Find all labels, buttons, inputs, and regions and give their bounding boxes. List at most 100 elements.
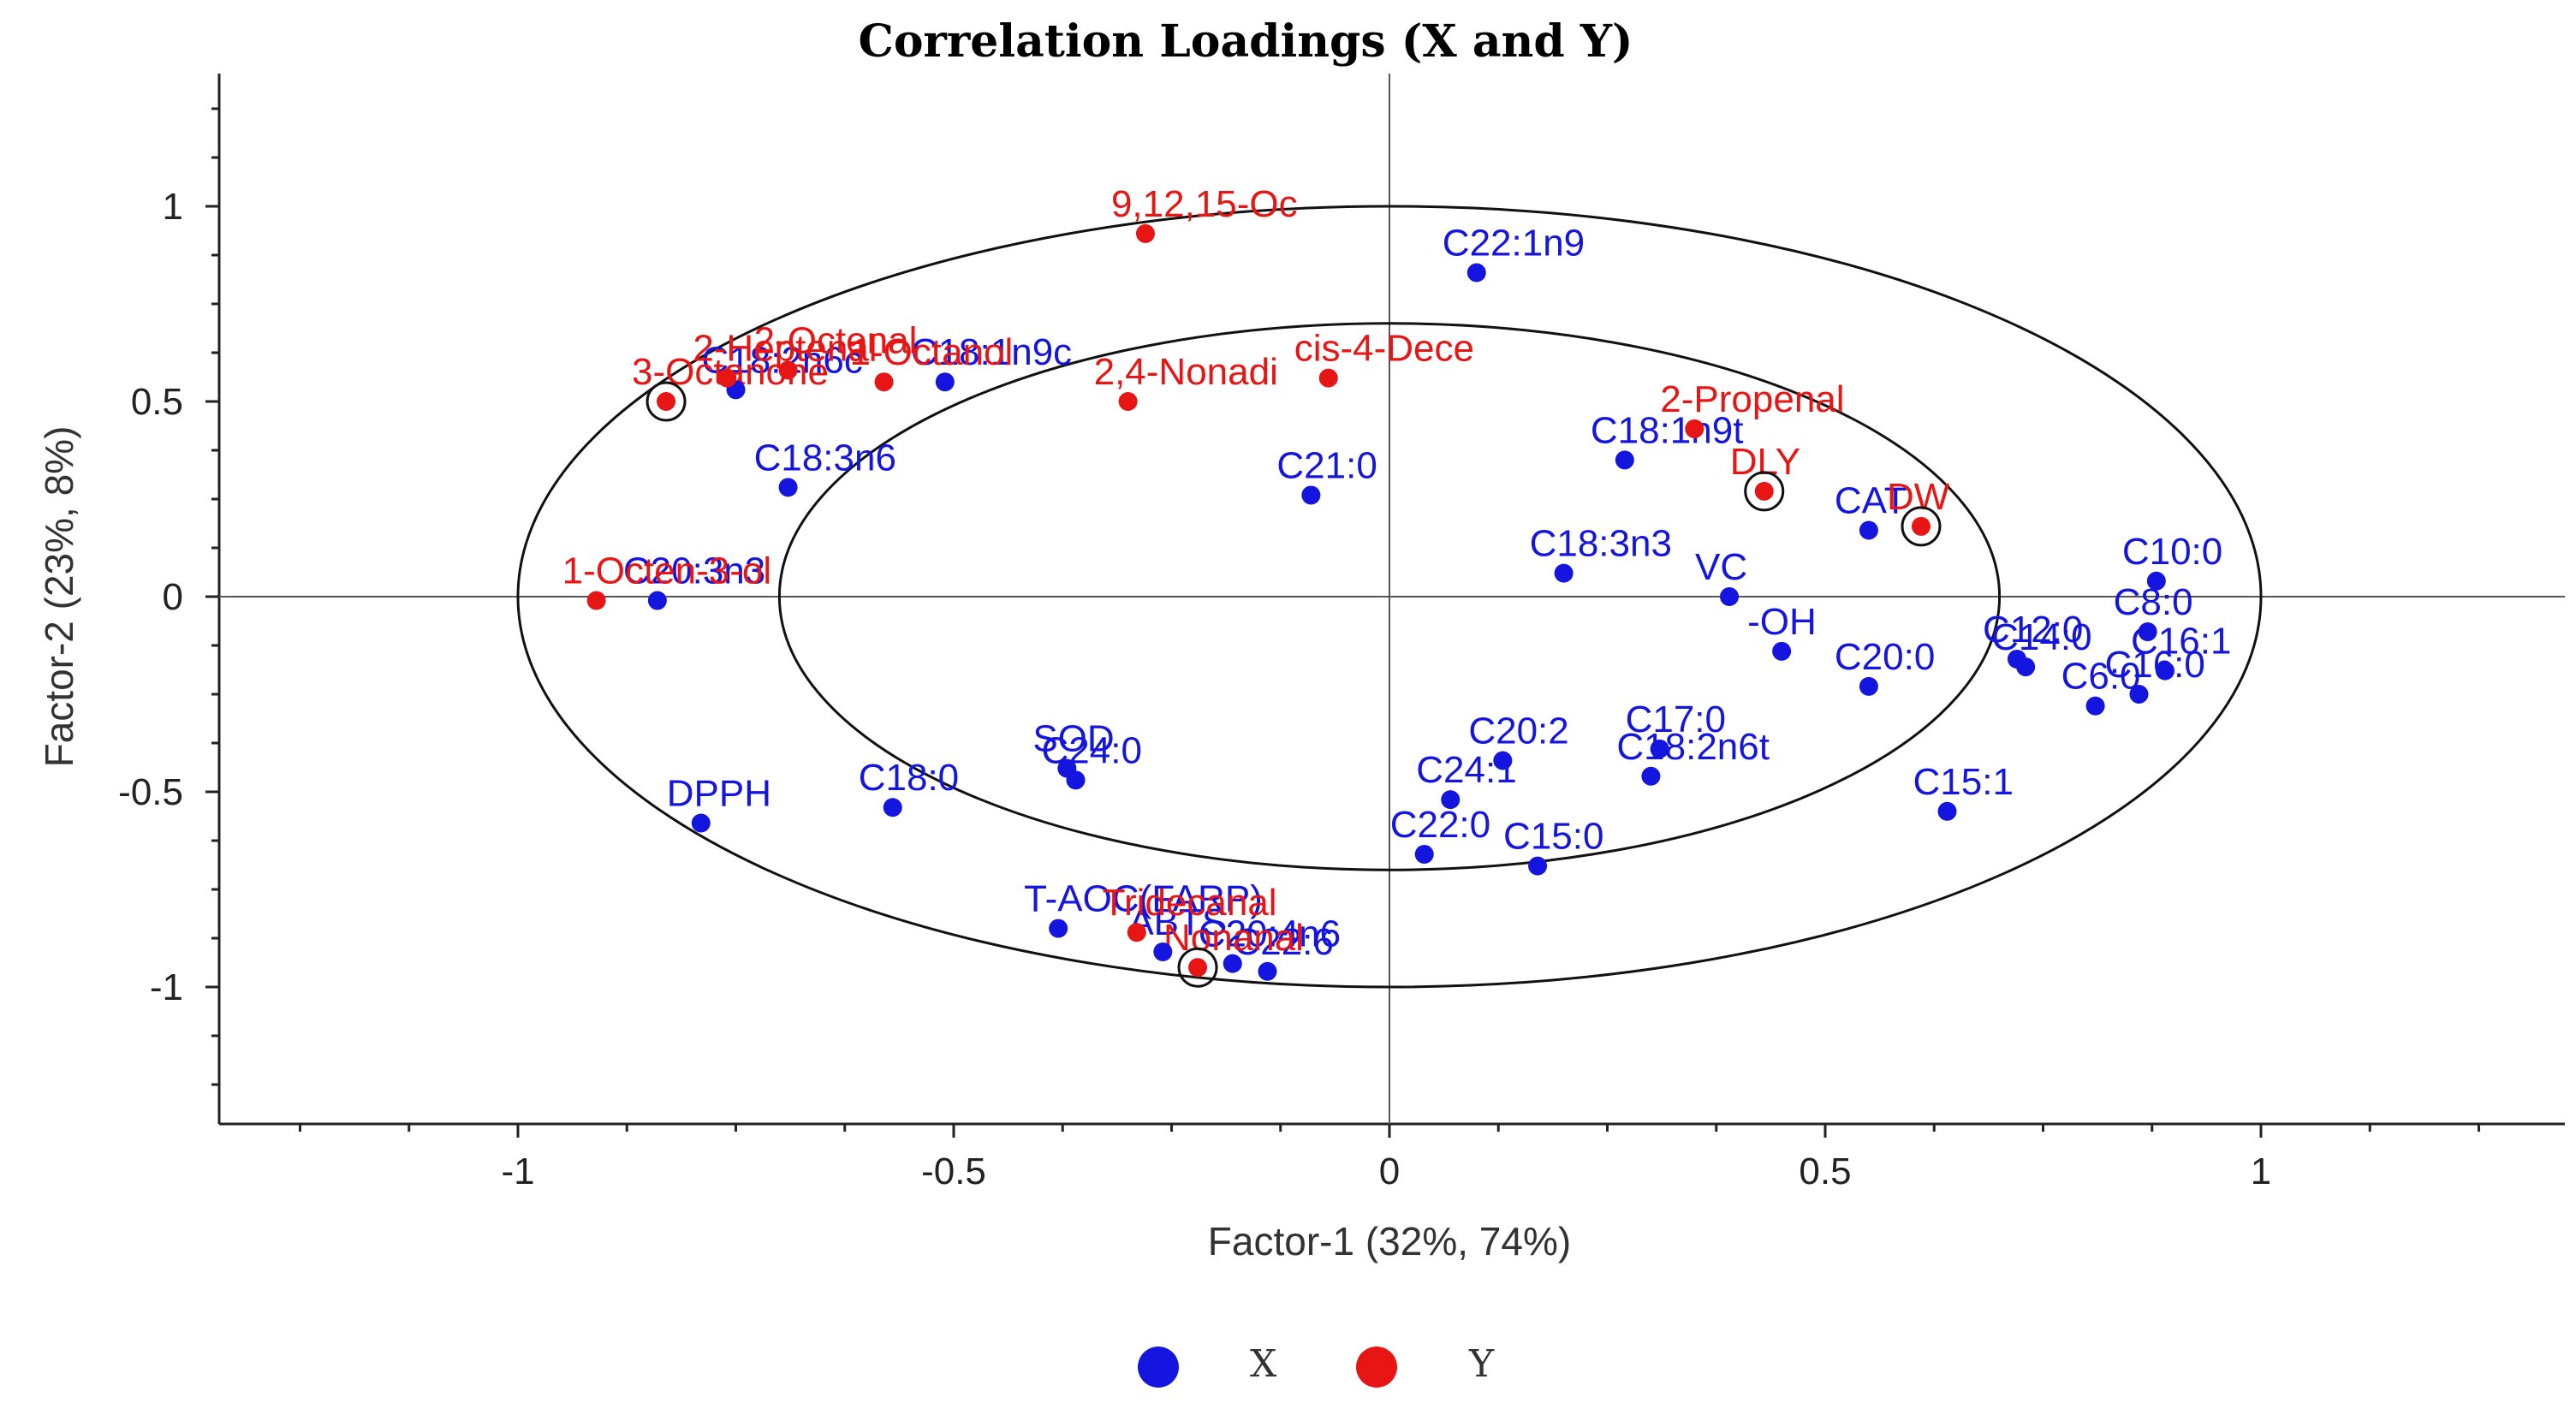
x-data-point xyxy=(1223,954,1242,973)
x-point-label: C20:4n6 xyxy=(1199,913,1341,955)
x-axis-label: Factor-1 (32%, 74%) xyxy=(1208,1219,1571,1263)
x-point-label: C14:0 xyxy=(1991,616,2091,658)
x-data-point xyxy=(647,591,667,610)
x-data-point xyxy=(691,813,711,833)
x-data-point xyxy=(1720,587,1740,606)
point-labels: C22:1n9C18:1n9cC18:2n6cC21:0C18:1n9tC20:… xyxy=(562,183,2232,963)
legend-x-marker xyxy=(1138,1347,1179,1388)
y-data-point xyxy=(1118,392,1138,411)
x-data-point xyxy=(1153,942,1173,961)
x-data-point xyxy=(2085,696,2105,716)
y-data-point xyxy=(1127,923,1146,942)
x-data-point xyxy=(1554,563,1574,583)
y-tick-label: 0 xyxy=(163,576,183,618)
x-point-label: C21:0 xyxy=(1276,444,1377,486)
y-tick-label: 0.5 xyxy=(131,381,183,423)
x-data-point xyxy=(2129,685,2149,704)
x-data-point xyxy=(1049,919,1068,938)
x-point-label: C17:0 xyxy=(1626,699,1726,740)
x-data-point xyxy=(2156,661,2175,681)
x-point-label: T-AOC(FARP) xyxy=(1024,878,1263,920)
highlight-ring xyxy=(1177,947,1218,988)
x-data-point xyxy=(1772,641,1792,661)
x-tick-label: 0.5 xyxy=(1799,1150,1851,1192)
x-point-label: C22:1n9 xyxy=(1443,223,1585,265)
x-point-label: -OH xyxy=(1747,601,1817,643)
x-point-label: C24:0 xyxy=(1042,729,1142,771)
y-data-point xyxy=(778,360,798,380)
highlight-ring xyxy=(1901,506,1942,547)
y-tick-label: -0.5 xyxy=(118,771,183,813)
y-data-point xyxy=(657,392,676,411)
y-point-label: Tridecanal xyxy=(1103,882,1277,924)
chart-title: Correlation Loadings (X and Y) xyxy=(858,15,1633,68)
x-point-label: C20:2 xyxy=(1468,710,1568,752)
x-point-label: C15:1 xyxy=(1913,761,2014,803)
x-point-label: C18:2n6t xyxy=(1616,726,1770,768)
y-data-point xyxy=(1135,223,1155,243)
x-data-point xyxy=(1859,676,1878,696)
x-data-point xyxy=(2138,622,2157,642)
x-data-point xyxy=(1615,450,1634,470)
y-tick-label: 1 xyxy=(163,186,183,228)
y-point-label: cis-4-Dece xyxy=(1294,328,1474,370)
x-data-point xyxy=(1441,790,1461,810)
x-point-label: C16:0 xyxy=(2104,644,2204,686)
x-point-label: CAT xyxy=(1835,479,1907,521)
x-point-label: C18:3n6 xyxy=(754,437,896,479)
x-data-point xyxy=(1650,739,1669,758)
y-point-label: 1-Octanol xyxy=(850,331,1014,373)
x-point-label: C18:0 xyxy=(859,757,959,799)
y-point-label: 2,4-Nonadi xyxy=(1094,351,1278,393)
x-data-point xyxy=(2146,571,2166,591)
plot-axes: -1 -0.5 0 0.5 1 -1 -0.5 0 0.5 1 xyxy=(118,74,2565,1192)
y-point-label: DLY xyxy=(1730,441,1800,483)
x-point-label: C15:0 xyxy=(1503,816,1603,858)
y-data-point xyxy=(1754,481,1774,501)
x-point-label: C12:0 xyxy=(1983,609,2083,651)
y-data-point xyxy=(1188,958,1208,978)
y-point-label: 2-Propenal xyxy=(1660,378,1844,420)
y-data-point xyxy=(1318,368,1338,388)
correlation-ellipses xyxy=(516,205,2263,989)
legend-y-label: Y xyxy=(1468,1342,1495,1386)
legend: X Y xyxy=(1138,1342,1495,1388)
y-data-point xyxy=(586,591,606,610)
x-data-point xyxy=(1301,485,1321,505)
x-data-point xyxy=(1528,856,1548,876)
x-tick-label: 0 xyxy=(1379,1150,1400,1192)
y-data-point xyxy=(717,368,737,388)
x-data-point xyxy=(1258,961,1277,981)
legend-y-marker xyxy=(1356,1347,1397,1388)
x-data-point xyxy=(778,478,798,497)
x-data-point xyxy=(1859,520,1878,540)
x-data-point xyxy=(883,798,902,817)
x-point-label: C22:0 xyxy=(1390,804,1490,846)
outer-ellipse xyxy=(516,205,2263,989)
data-points xyxy=(586,223,2175,988)
x-point-label: C18:1n9c xyxy=(911,331,1072,373)
highlight-ring xyxy=(645,381,687,422)
y-point-label: 9,12,15-Oc xyxy=(1111,183,1298,225)
y-point-label: 2-Octenal xyxy=(754,320,918,362)
x-point-label: C18:1n9t xyxy=(1591,409,1744,451)
x-data-point xyxy=(1641,766,1661,786)
x-point-label: C22:6 xyxy=(1233,921,1333,963)
x-point-label: C10:0 xyxy=(2122,531,2222,573)
y-point-label: DW xyxy=(1887,476,1950,518)
x-data-point xyxy=(1414,844,1434,864)
x-point-label: SOD xyxy=(1032,718,1114,760)
inner-ellipse xyxy=(777,322,2002,871)
x-data-point xyxy=(2016,657,2036,677)
x-tick-label: -1 xyxy=(501,1150,534,1192)
x-data-point xyxy=(1937,801,1957,821)
x-point-label: DPPH xyxy=(667,772,771,814)
highlight-ring xyxy=(1744,471,1785,512)
y-point-label: 1-Octen-3-ol xyxy=(562,550,772,592)
x-point-label: C20:3n3 xyxy=(623,550,765,592)
y-axis-label: Factor-2 (23%, 8%) xyxy=(37,426,81,768)
x-tick-label: -0.5 xyxy=(921,1150,986,1192)
y-data-point xyxy=(874,372,894,392)
x-data-point xyxy=(1057,758,1077,778)
